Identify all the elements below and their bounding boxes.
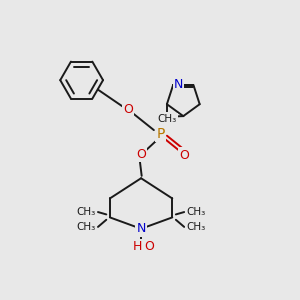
Text: H: H	[133, 240, 142, 253]
Text: O: O	[145, 240, 154, 253]
Text: O: O	[136, 148, 146, 161]
Text: CH₃: CH₃	[76, 207, 96, 217]
Text: N: N	[136, 222, 146, 235]
Text: N: N	[174, 78, 183, 91]
Text: CH₃: CH₃	[76, 222, 96, 232]
Text: CH₃: CH₃	[186, 207, 206, 217]
Text: N: N	[163, 113, 172, 126]
Text: CH₃: CH₃	[157, 114, 176, 124]
Text: CH₃: CH₃	[186, 222, 206, 232]
Text: O: O	[179, 148, 189, 162]
Text: P: P	[156, 127, 165, 141]
Text: O: O	[123, 103, 133, 116]
